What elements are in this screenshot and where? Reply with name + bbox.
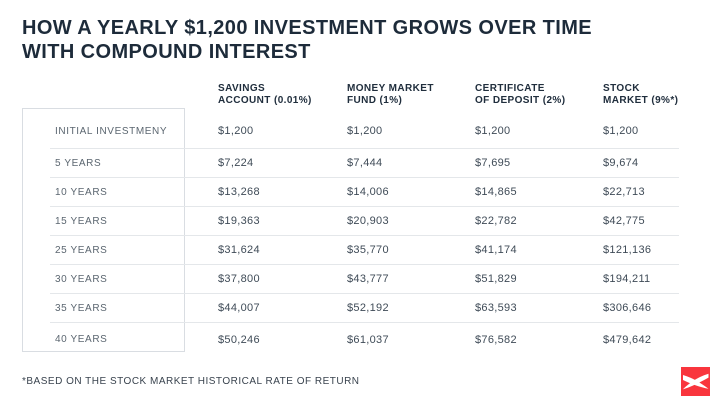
x-swoosh-logo-icon	[681, 367, 710, 396]
table-cell: $31,624	[218, 244, 260, 256]
row-label: INITIAL INVESTMENY	[55, 125, 168, 137]
column-header-savings-account: SAVINGS ACCOUNT (0.01%)	[218, 83, 312, 106]
row-label: 35 YEARS	[55, 302, 108, 314]
table-cell: $1,200	[603, 125, 639, 137]
table-cell: $306,646	[603, 302, 652, 314]
table-cell: $194,211	[603, 273, 651, 285]
table-cell: $42,775	[603, 215, 645, 227]
table-cell: $35,770	[347, 244, 389, 256]
table-cell: $51,829	[475, 273, 517, 285]
table-cell: $22,713	[603, 186, 645, 198]
table-cell: $76,582	[475, 333, 517, 346]
table-cell: $50,246	[218, 333, 260, 346]
table-row: 10 YEARS $13,268 $14,006 $14,865 $22,713	[50, 178, 679, 207]
row-label: 40 YEARS	[55, 334, 108, 345]
row-label: 30 YEARS	[55, 273, 108, 285]
table-cell: $41,174	[475, 244, 517, 256]
footnote: *BASED ON THE STOCK MARKET HISTORICAL RA…	[22, 376, 360, 387]
table-cell: $14,865	[475, 186, 517, 198]
row-label-column-outline	[22, 108, 185, 352]
table-row: 30 YEARS $37,800 $43,777 $51,829 $194,21…	[50, 265, 679, 294]
table-cell: $63,593	[475, 302, 517, 314]
column-header-money-market-fund: MONEY MARKET FUND (1%)	[347, 83, 434, 106]
table-header-row: SAVINGS ACCOUNT (0.01%) MONEY MARKET FUN…	[218, 83, 698, 107]
table-cell: $52,192	[347, 302, 389, 314]
row-label: 15 YEARS	[55, 215, 108, 227]
table-cell: $20,903	[347, 215, 389, 227]
table-cell: $22,782	[475, 215, 517, 227]
table-cell: $1,200	[475, 125, 511, 137]
table-cell: $7,695	[475, 157, 511, 169]
row-label: 10 YEARS	[55, 186, 108, 198]
table-cell: $37,800	[218, 273, 260, 285]
column-header-stock-market: STOCK MARKET (9%*)	[603, 83, 679, 106]
table-cell: $44,007	[218, 302, 260, 314]
table-row: 35 YEARS $44,007 $52,192 $63,593 $306,64…	[50, 294, 679, 323]
brand-logo	[681, 367, 710, 396]
table-cell: $14,006	[347, 186, 389, 198]
column-header-certificate-of-deposit: CERTIFICATE OF DEPOSIT (2%)	[475, 83, 566, 106]
table-cell: $61,037	[347, 333, 389, 346]
table-cell: $479,642	[603, 333, 652, 346]
page-title-line2: WITH COMPOUND INTEREST	[22, 41, 311, 63]
page-title-line1: HOW A YEARLY $1,200 INVESTMENT GROWS OVE…	[22, 17, 592, 39]
table-cell: $121,136	[603, 244, 652, 256]
table-body: INITIAL INVESTMENY $1,200 $1,200 $1,200 …	[50, 108, 679, 356]
table-cell: $43,777	[347, 273, 389, 285]
table-cell: $1,200	[347, 125, 383, 137]
table-cell: $7,224	[218, 157, 254, 169]
table-row: 15 YEARS $19,363 $20,903 $22,782 $42,775	[50, 207, 679, 236]
row-label: 25 YEARS	[55, 244, 108, 256]
table-row: 5 YEARS $7,224 $7,444 $7,695 $9,674	[50, 149, 679, 178]
page-title: HOW A YEARLY $1,200 INVESTMENT GROWS OVE…	[22, 16, 622, 64]
table-cell: $13,268	[218, 186, 260, 198]
table-row: 40 YEARS $50,246 $61,037 $76,582 $479,64…	[50, 323, 679, 356]
table-cell: $19,363	[218, 215, 260, 227]
table-cell: $7,444	[347, 157, 383, 169]
table-cell: $9,674	[603, 157, 639, 169]
table-cell: $1,200	[218, 125, 254, 137]
table-row: INITIAL INVESTMENY $1,200 $1,200 $1,200 …	[50, 114, 679, 149]
table-row: 25 YEARS $31,624 $35,770 $41,174 $121,13…	[50, 236, 679, 265]
row-label: 5 YEARS	[55, 157, 102, 169]
